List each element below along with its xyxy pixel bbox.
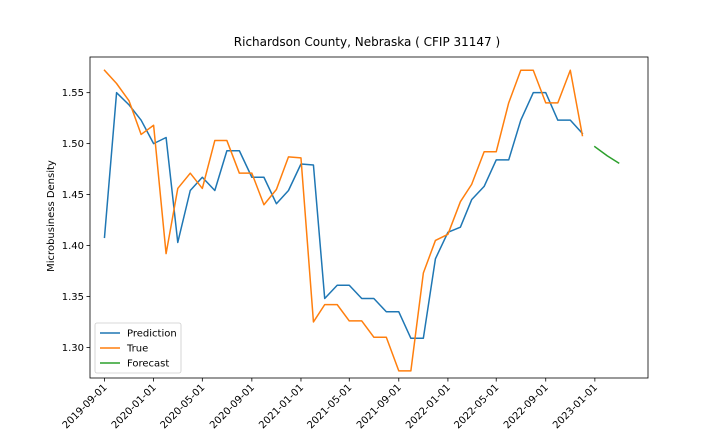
y-tick-label: 1.40 (62, 241, 84, 252)
legend-box (94, 322, 182, 374)
chart-title: Richardson County, Nebraska ( CFIP 31147… (234, 35, 500, 49)
y-axis-title: Microbusiness Density (46, 160, 57, 272)
axes-frame (89, 56, 649, 379)
y-tick-label: 1.50 (62, 139, 84, 150)
y-tick-label: 1.30 (62, 343, 84, 354)
y-tick-label: 1.55 (62, 88, 84, 99)
legend-label-forecast: Forecast (127, 359, 169, 370)
series-line-true (103, 69, 584, 372)
legend: Prediction True Forecast (94, 322, 182, 374)
legend-label-true: True (126, 344, 148, 355)
legend-label-prediction: Prediction (127, 329, 177, 340)
y-tick-label: 1.35 (62, 292, 84, 303)
series-line-prediction (103, 91, 584, 340)
y-tick-label: 1.45 (62, 190, 84, 201)
series-line-forecast (593, 145, 620, 165)
